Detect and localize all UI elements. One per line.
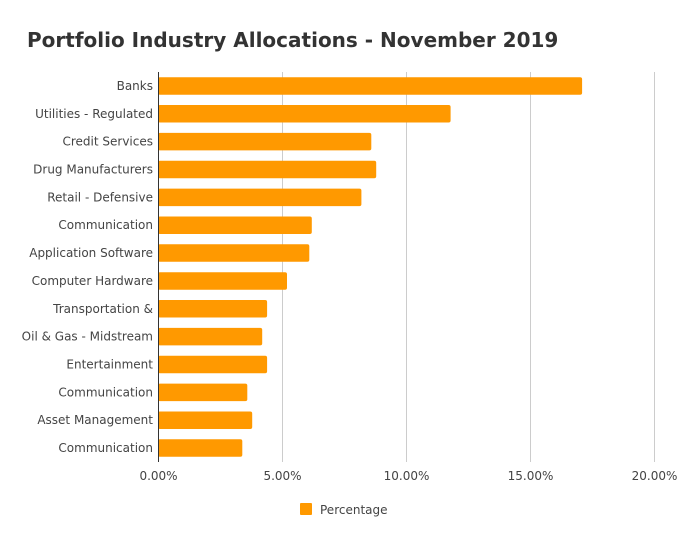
bar[interactable] <box>158 244 310 262</box>
bar[interactable] <box>158 355 268 374</box>
bar[interactable] <box>158 439 243 457</box>
bar[interactable] <box>158 327 263 346</box>
legend-label[interactable]: Percentage <box>320 503 388 517</box>
bar[interactable] <box>158 188 362 207</box>
bar[interactable] <box>158 105 451 123</box>
x-tick-label: 5.00% <box>263 469 301 483</box>
category-label: Entertainment <box>66 358 153 372</box>
category-label: Transportation & <box>52 302 153 316</box>
category-label: Oil & Gas - Midstream <box>22 330 153 344</box>
category-label: Application Software <box>29 246 153 260</box>
category-label: Asset Management <box>37 413 153 427</box>
bar[interactable] <box>158 160 377 179</box>
x-tick-label: 20.00% <box>632 469 678 483</box>
chart-title: Portfolio Industry Allocations - Novembe… <box>27 28 559 52</box>
bar[interactable] <box>158 411 253 430</box>
x-tick-label: 10.00% <box>384 469 430 483</box>
category-label: Drug Manufacturers <box>33 163 153 177</box>
category-label: Computer Hardware <box>32 274 153 288</box>
bar[interactable] <box>158 77 583 95</box>
category-label: Communication <box>58 385 153 399</box>
x-tick-label: 15.00% <box>508 469 554 483</box>
category-label: Banks <box>117 79 153 93</box>
bar[interactable] <box>158 132 372 151</box>
x-tick-label: 0.00% <box>139 469 177 483</box>
bar[interactable] <box>158 272 287 290</box>
bar[interactable] <box>158 216 312 235</box>
category-label: Credit Services <box>62 135 153 149</box>
bar[interactable] <box>158 300 268 318</box>
legend-swatch[interactable] <box>300 503 312 515</box>
category-label: Utilities - Regulated <box>35 107 153 121</box>
category-label: Communication <box>58 218 153 232</box>
category-label: Communication <box>58 441 153 455</box>
category-label: Retail - Defensive <box>47 190 153 204</box>
bar[interactable] <box>158 383 248 402</box>
